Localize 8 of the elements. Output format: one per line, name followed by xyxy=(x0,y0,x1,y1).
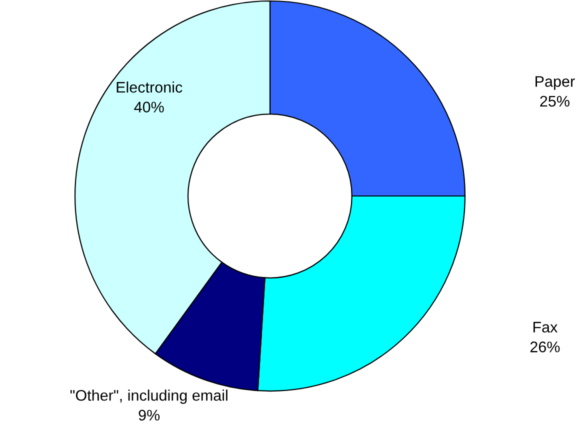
data-label: 26% xyxy=(530,342,560,352)
data-label: 9% xyxy=(138,410,160,421)
slice-label: Paper xyxy=(536,76,575,90)
slice-label: Electronic xyxy=(116,81,182,93)
slice-label: Fax xyxy=(533,322,558,333)
data-label: 25% xyxy=(540,96,570,107)
slice-label: "Other", including email xyxy=(70,390,228,404)
data-label: 40% xyxy=(134,102,164,112)
